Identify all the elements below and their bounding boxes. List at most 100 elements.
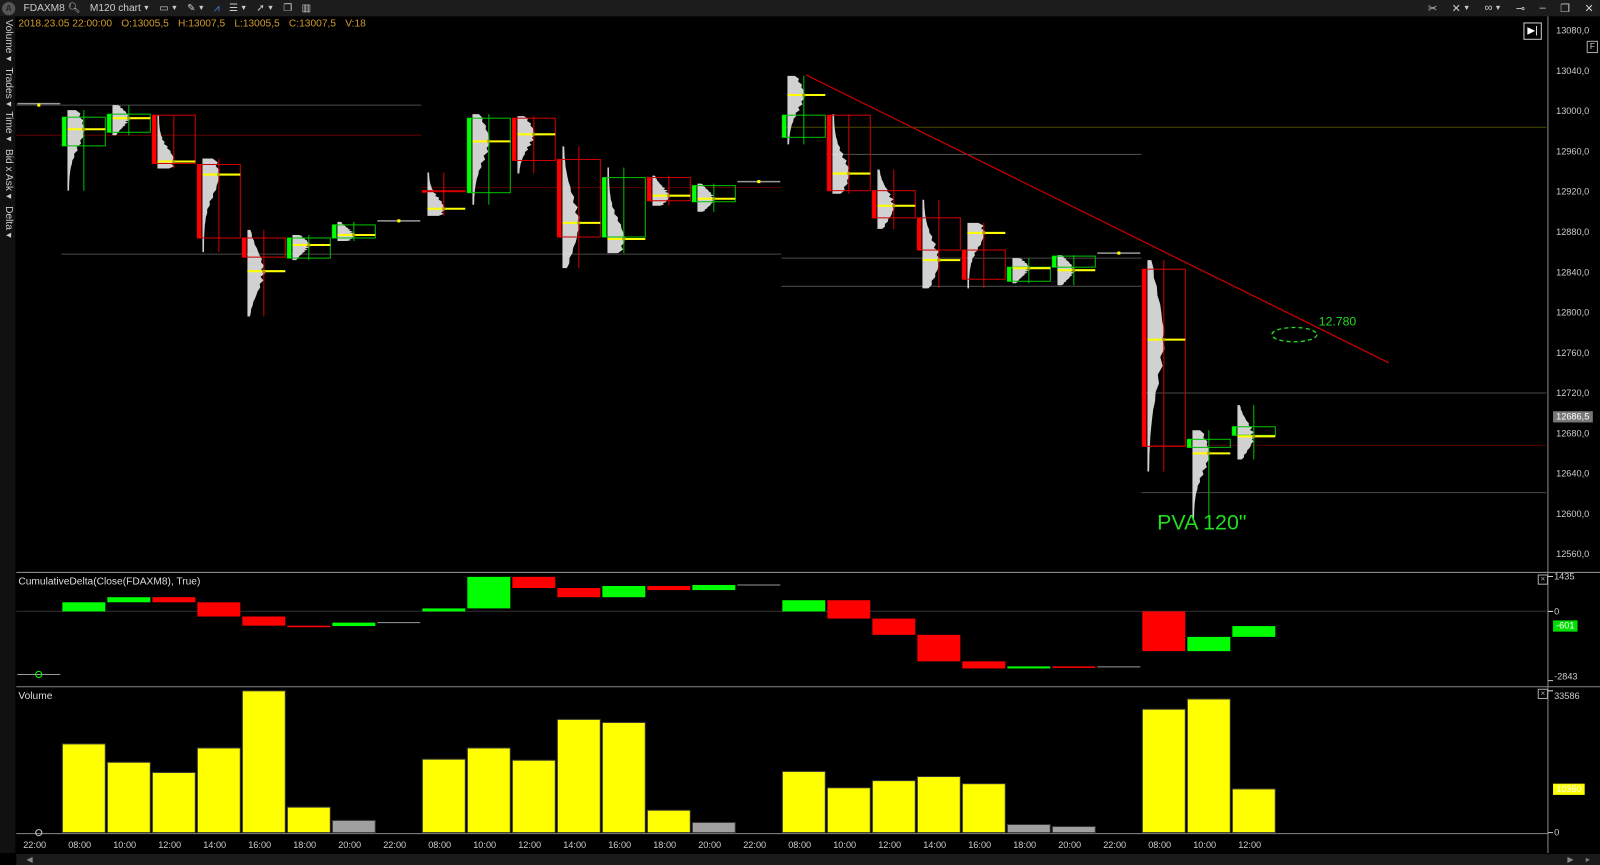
time-tick-label: 10:00 xyxy=(113,840,136,850)
volume-bar xyxy=(421,758,466,834)
candle-body xyxy=(781,114,826,138)
info-open: O:13005,5 xyxy=(121,18,169,30)
minimize-icon[interactable]: – xyxy=(1539,2,1546,15)
poc-marker xyxy=(577,221,581,225)
candle xyxy=(196,158,241,253)
bars-icon[interactable]: ☰ ▼ xyxy=(228,2,248,14)
volume-bar xyxy=(106,761,151,834)
candle xyxy=(1186,430,1231,519)
delta-bar xyxy=(1232,626,1276,637)
app-logo-icon[interactable]: A xyxy=(2,1,16,15)
panels-icon[interactable]: ▥ xyxy=(301,2,312,14)
poc-marker xyxy=(217,173,221,177)
annotation-text: PVA 120" xyxy=(1157,511,1246,535)
candle-color-bar xyxy=(332,224,337,238)
delta-bar xyxy=(332,622,376,627)
candle xyxy=(871,169,916,229)
symbol-selector[interactable]: FDAXM8 🔍︎ xyxy=(23,0,80,16)
time-tick-label: 10:00 xyxy=(833,840,856,850)
delta-bar xyxy=(1142,611,1186,652)
delta-bar xyxy=(62,602,106,612)
poc-marker xyxy=(892,204,896,208)
window-icon[interactable]: ❐ xyxy=(283,2,293,14)
poc-marker xyxy=(847,172,851,176)
close-delta-panel-icon[interactable]: × xyxy=(1537,574,1548,585)
info-high: H:13007,5 xyxy=(178,18,226,30)
poc-marker xyxy=(1027,266,1031,270)
candle xyxy=(331,221,376,242)
chart-type-dropdown[interactable]: M120 chart ▼ xyxy=(89,2,151,14)
crosshair-icon[interactable]: ✕ ▼ xyxy=(1451,2,1471,15)
side-tabs: Volume ▾ Trades ▾ Time ▾ Bid x Ask ▾ Del… xyxy=(0,16,16,854)
volume-profile xyxy=(517,116,535,174)
restore-icon[interactable]: ❐ xyxy=(1560,2,1571,15)
axis-settings-icon[interactable]: F xyxy=(1586,40,1598,54)
time-tick-label: 20:00 xyxy=(1058,840,1081,850)
volume-bar xyxy=(601,721,646,834)
pencil-icon[interactable]: ✎ ▼ xyxy=(187,2,205,14)
close-icon[interactable]: ✕ xyxy=(1584,2,1594,15)
volume-panel-title: Volume xyxy=(18,690,53,703)
time-tick-label: 10:00 xyxy=(473,840,496,850)
time-tick-label: 22:00 xyxy=(23,840,46,850)
delta-bar xyxy=(1052,666,1096,668)
volume-profile xyxy=(1012,258,1031,284)
scroll-end-icon[interactable]: ▸ xyxy=(1585,855,1590,865)
candle-poc-dot xyxy=(757,180,761,184)
close-volume-panel-icon[interactable]: × xyxy=(1537,688,1548,699)
delta-bar xyxy=(287,625,331,628)
time-tick-label: 18:00 xyxy=(293,840,316,850)
candle-color-bar xyxy=(872,190,877,218)
scroll-right-icon[interactable]: ▶ xyxy=(1567,855,1574,865)
candle-color-bar xyxy=(602,177,607,237)
poc-marker xyxy=(442,207,446,211)
candle-poc-dot xyxy=(37,103,41,107)
candle-color-bar xyxy=(692,185,697,202)
volume-profile xyxy=(1192,430,1209,519)
tools-icon[interactable]: ✂ xyxy=(1427,2,1438,15)
poc-marker xyxy=(1162,338,1166,342)
line-chart-icon[interactable]: ⩘ xyxy=(214,2,220,14)
volume-bar xyxy=(1051,826,1096,834)
scroll-to-end-button[interactable]: ▶| xyxy=(1523,22,1542,40)
monitor-icon[interactable]: ▭ ▼ xyxy=(159,2,178,14)
price-tick-label: 13080,0 xyxy=(1556,26,1589,36)
price-tick-label: 12640,0 xyxy=(1556,469,1589,479)
candle-color-bar xyxy=(1232,426,1237,436)
delta-tick-label: -2843 xyxy=(1554,672,1577,682)
poc-marker xyxy=(937,258,941,262)
horizontal-scrollbar[interactable]: ◀ ▶ ▸ xyxy=(16,854,1600,865)
poc-marker xyxy=(712,197,716,201)
volume-profile xyxy=(877,169,896,229)
delta-bar xyxy=(962,661,1006,669)
toolbar: A FDAXM8 🔍︎ M120 chart ▼ ▭ ▼ ✎ ▼ ⩘ ☰ ▼ ➚ ▼ ❐ … xyxy=(0,0,1600,17)
price-tick-label: 12880,0 xyxy=(1556,227,1589,237)
time-tick-label: 14:00 xyxy=(923,840,946,850)
candle-color-bar xyxy=(1187,439,1192,448)
volume-profile xyxy=(472,114,490,205)
delta-bar xyxy=(782,600,826,612)
candle-color-bar xyxy=(827,115,832,191)
pin-icon[interactable]: ⊸ xyxy=(1515,2,1526,15)
delta-panel-title: CumulativeDelta(Close(FDAXM8), True) xyxy=(18,576,201,588)
trendline xyxy=(805,74,1390,364)
volume-bar xyxy=(826,787,871,834)
price-tick-label: 12600,0 xyxy=(1556,509,1589,519)
delta-bar xyxy=(602,585,646,598)
poc-marker xyxy=(1252,434,1256,438)
poc-marker xyxy=(262,269,266,273)
volume-bar xyxy=(916,776,961,834)
candle-color-bar xyxy=(422,190,427,193)
time-tick-label: 22:00 xyxy=(383,840,406,850)
ohlc-info: 2018.23.05 22:00:00 O:13005,5 H:13007,5 L:1… xyxy=(18,18,375,29)
candle-body xyxy=(421,190,466,193)
delta-bar xyxy=(242,616,286,626)
scroll-left-icon[interactable]: ◀ xyxy=(26,855,33,865)
cursor-icon[interactable]: ➚ ▼ xyxy=(256,2,275,14)
poc-marker xyxy=(82,127,86,131)
link-icon[interactable]: ∞ ▼ xyxy=(1484,2,1502,15)
candle xyxy=(916,199,961,289)
chart-type-label: M120 chart xyxy=(89,2,141,14)
search-icon[interactable]: 🔍︎ xyxy=(67,2,81,14)
